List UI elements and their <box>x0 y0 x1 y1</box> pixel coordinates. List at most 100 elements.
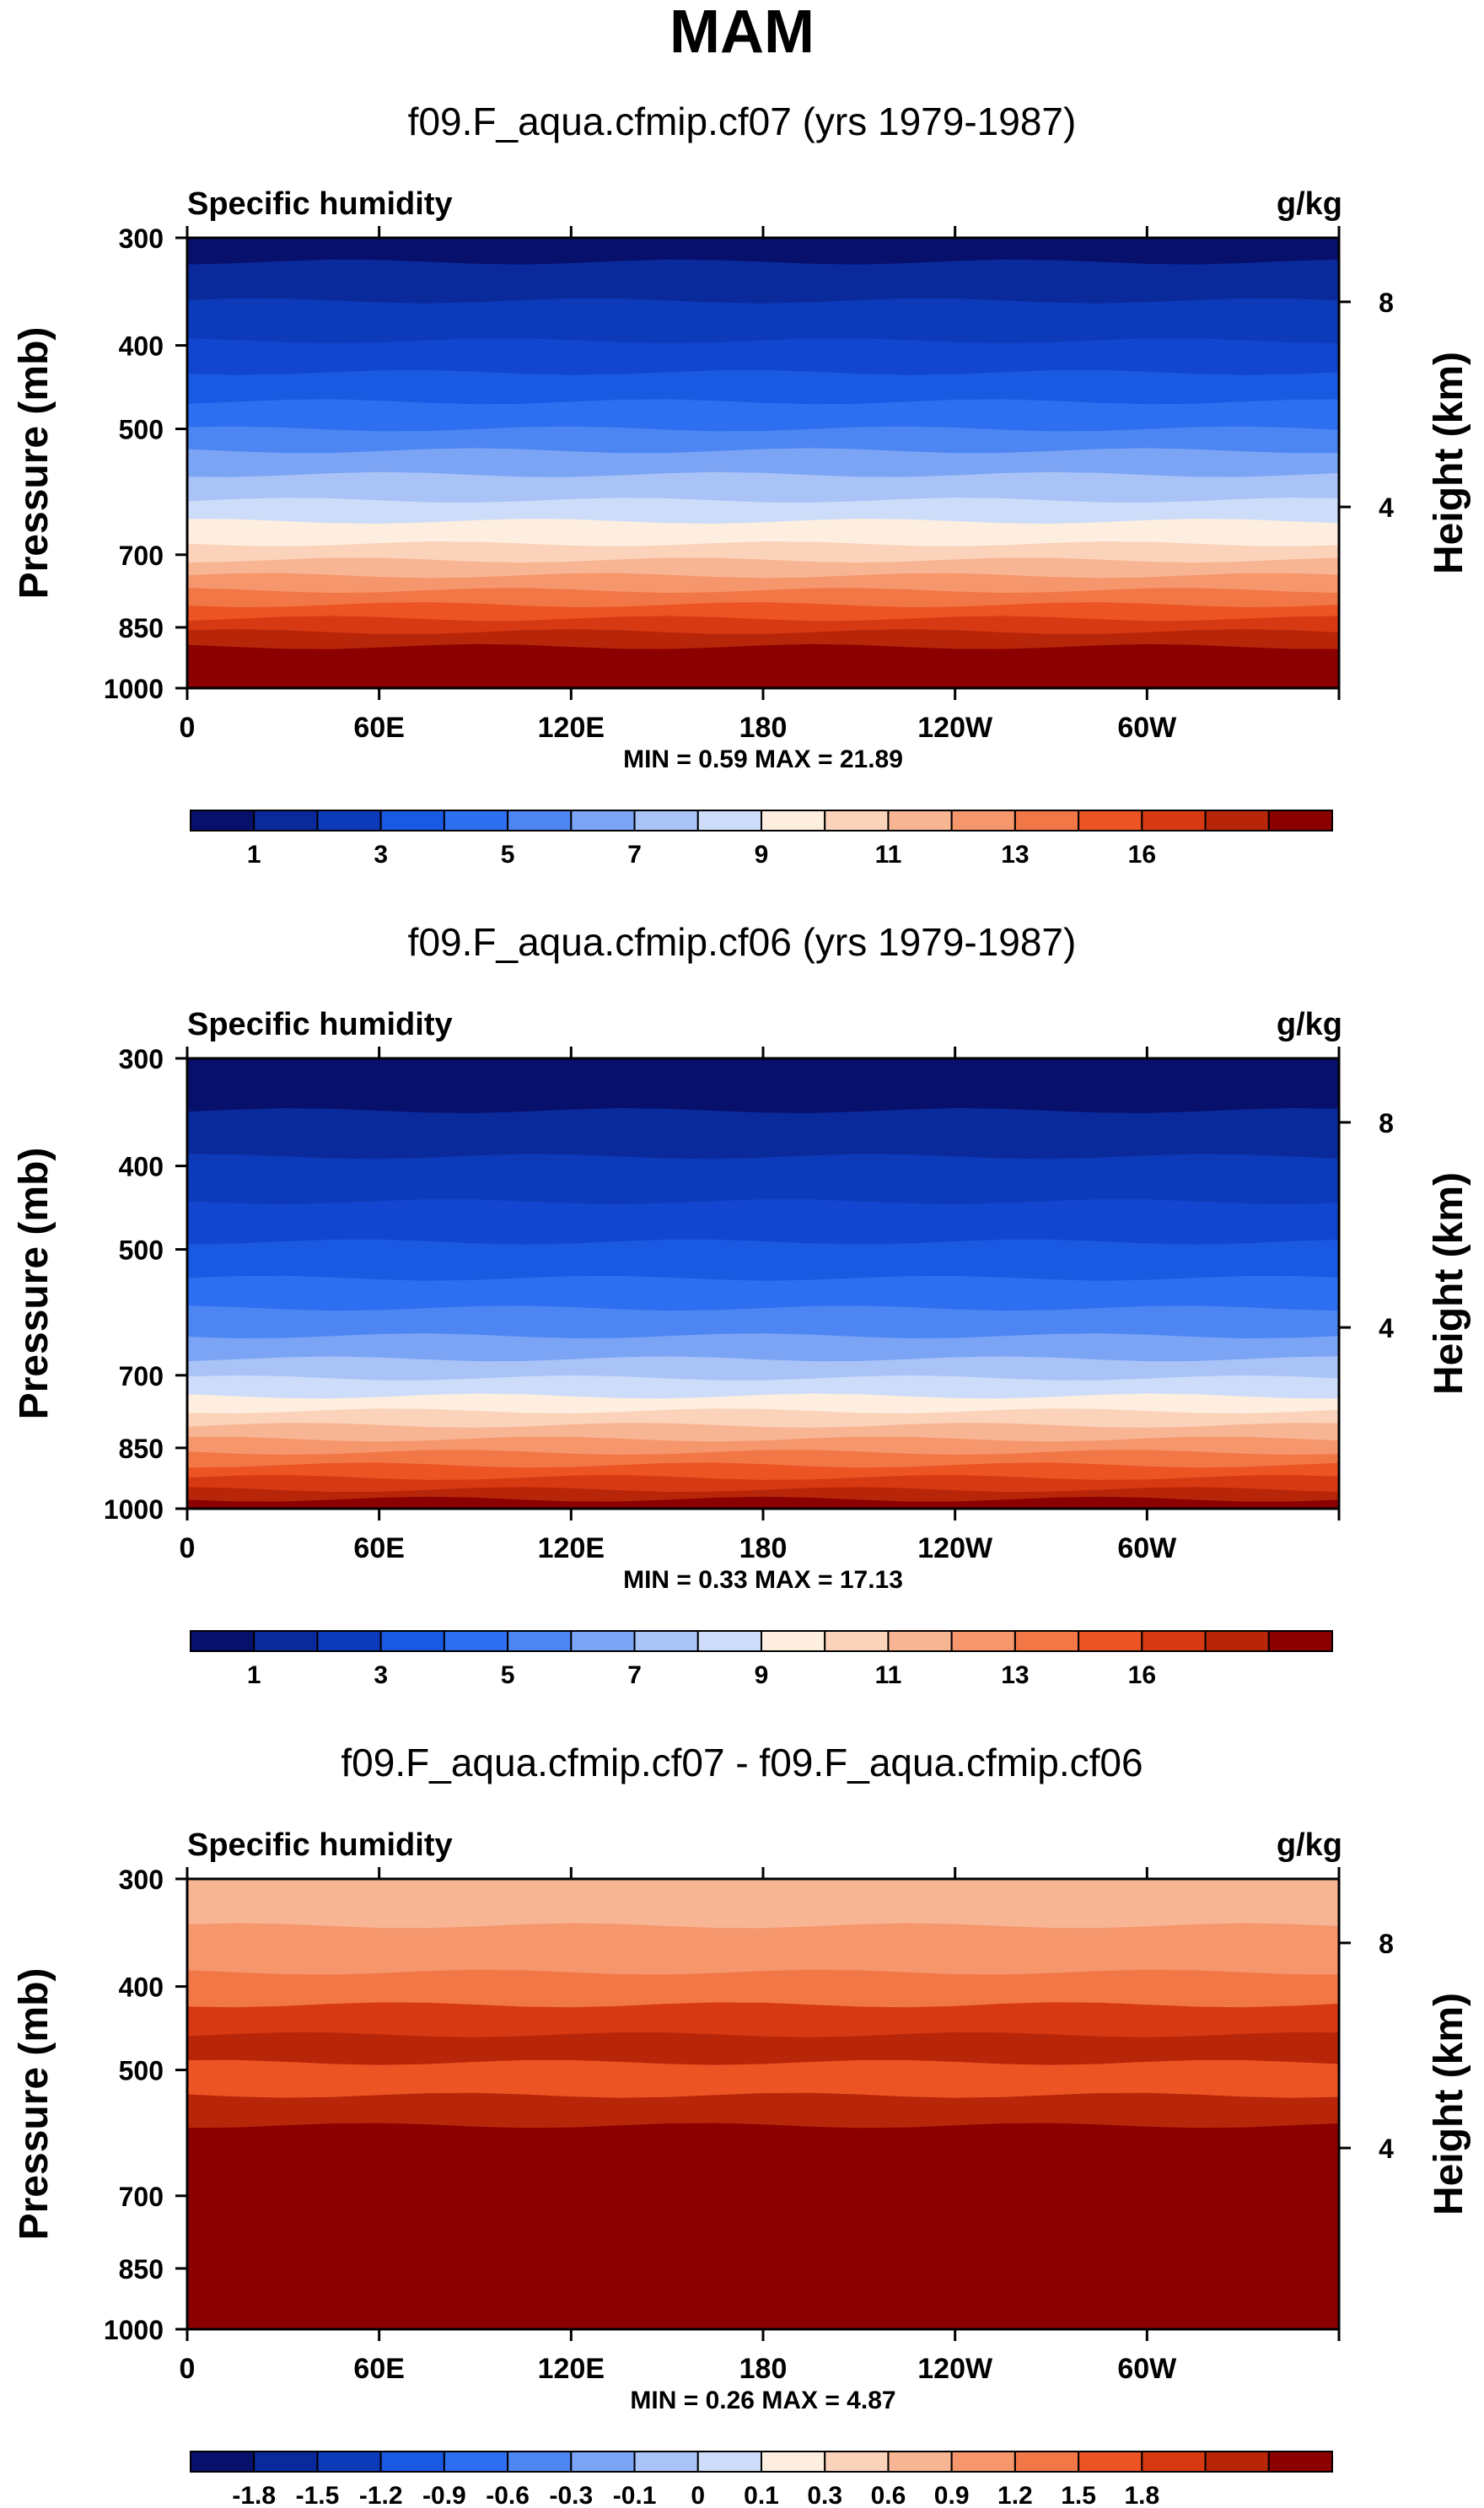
x-tick-label: 60W <box>1117 2353 1177 2385</box>
colorbar-label: 9 <box>755 841 769 869</box>
colorbar-label: -1.5 <box>296 2482 340 2508</box>
colorbar-swatch <box>443 810 509 832</box>
colorbar-swatch <box>190 810 255 832</box>
colorbar-label: 16 <box>1128 841 1156 869</box>
colorbar-label: 3 <box>374 841 388 869</box>
colorbar-swatch <box>507 810 573 832</box>
colorbar-swatch <box>253 810 319 832</box>
y-right-tick-label: 8 <box>1379 288 1394 318</box>
y-right-tick-label: 8 <box>1379 1929 1394 1959</box>
y-tick-label: 1000 <box>104 674 164 704</box>
contour-fill <box>187 238 1339 688</box>
colorbar-swatch <box>507 2451 573 2473</box>
colorbar-label: 13 <box>1001 841 1029 869</box>
x-tick-label: 180 <box>739 2353 788 2385</box>
colorbar-swatch <box>316 1630 382 1652</box>
y-axis-title: Pressure (mb) <box>12 1968 56 2241</box>
panel-title: f09.F_aqua.cfmip.cf07 - f09.F_aqua.cfmip… <box>341 1741 1143 1784</box>
colorbar-swatch <box>1141 810 1207 832</box>
colorbar-swatch <box>761 1630 826 1652</box>
colorbar-label: 11 <box>875 841 902 869</box>
colorbar-label: 5 <box>501 841 515 869</box>
colorbar-swatch <box>696 2451 762 2473</box>
colorbar-swatch <box>443 2451 509 2473</box>
variable-label: Specific humidity <box>187 186 453 222</box>
colorbar-label: 1.5 <box>1061 2482 1096 2508</box>
x-tick-label: 120E <box>538 1532 605 1564</box>
x-tick-label: 0 <box>180 1532 196 1564</box>
x-tick-label: 120E <box>538 712 605 744</box>
x-tick-label: 120W <box>917 2353 993 2385</box>
x-tick-label: 60E <box>353 2353 405 2385</box>
colorbar-label: 7 <box>627 1661 642 1689</box>
colorbar-swatch <box>887 810 953 832</box>
y-tick-label: 850 <box>119 1434 164 1464</box>
colorbar-label: 0.3 <box>807 2482 842 2508</box>
colorbar-label: 1 <box>247 1661 261 1689</box>
y-tick-label: 300 <box>119 1044 164 1074</box>
colorbar-swatch <box>253 2451 319 2473</box>
colorbar-swatch <box>887 1630 953 1652</box>
colorbar-swatch <box>1204 810 1270 832</box>
colorbar-swatch <box>696 810 762 832</box>
x-tick-label: 120W <box>917 1532 993 1564</box>
colorbar-swatch <box>633 810 699 832</box>
units-label: g/kg <box>1277 186 1342 222</box>
y-tick-label: 400 <box>119 331 164 362</box>
variable-label: Specific humidity <box>187 1827 453 1863</box>
colorbar-swatch <box>950 2451 1016 2473</box>
panel-title: f09.F_aqua.cfmip.cf06 (yrs 1979-1987) <box>408 920 1077 964</box>
colorbar-swatch <box>761 810 826 832</box>
colorbar-label: -0.3 <box>549 2482 593 2508</box>
colorbar-swatch <box>570 2451 636 2473</box>
colorbar-label: 9 <box>755 1661 769 1689</box>
panel-title: f09.F_aqua.cfmip.cf07 (yrs 1979-1987) <box>408 100 1077 143</box>
y-tick-label: 300 <box>119 1865 164 1895</box>
y-right-tick-label: 4 <box>1379 1313 1394 1343</box>
colorbar-swatch <box>1267 2451 1334 2473</box>
colorbar-swatch <box>379 1630 445 1652</box>
colorbar-swatch <box>190 1630 255 1652</box>
colorbar-swatch <box>316 810 382 832</box>
x-tick-label: 120W <box>917 712 993 744</box>
colorbar-label: 0 <box>691 2482 705 2508</box>
y-tick-label: 1000 <box>104 2315 164 2345</box>
colorbar-swatch <box>1014 810 1080 832</box>
colorbar-swatch <box>950 810 1016 832</box>
colorbar-swatch <box>824 2451 890 2473</box>
colorbar-swatch <box>316 2451 382 2473</box>
y-right-axis-title: Height (km) <box>1427 352 1471 574</box>
colorbar-label: 5 <box>501 1661 515 1689</box>
x-tick-label: 180 <box>739 712 788 744</box>
y-axis-title: Pressure (mb) <box>12 1148 56 1420</box>
colorbar-label: 7 <box>627 841 642 869</box>
y-right-axis-title: Height (km) <box>1427 1993 1471 2215</box>
colorbar-label: -1.2 <box>359 2482 403 2508</box>
colorbar: -1.8 -1.5 -1.2 -0.9 -0.6 -0.3 -0.1 0 0.1 0.3 0.6 0.… <box>190 2451 1334 2508</box>
contour-band <box>187 1496 1339 1509</box>
colorbar-swatch <box>887 2451 953 2473</box>
colorbar-swatch <box>379 810 445 832</box>
y-right-axis-title: Height (km) <box>1427 1172 1471 1395</box>
colorbar-swatch <box>1204 1630 1270 1652</box>
x-tick-label: 180 <box>739 1532 788 1564</box>
colorbar: 1 3 5 7 9 11 13 16 <box>190 810 1334 869</box>
y-right-tick-label: 4 <box>1379 492 1394 523</box>
y-right-tick-label: 4 <box>1379 2134 1394 2164</box>
x-tick-label: 60W <box>1117 1532 1177 1564</box>
colorbar-swatch <box>1267 810 1334 832</box>
min-max-stats: MIN = 0.59 MAX = 21.89 <box>623 745 903 773</box>
y-tick-label: 400 <box>119 1152 164 1182</box>
colorbar-label: -1.8 <box>232 2482 276 2508</box>
y-tick-label: 300 <box>119 223 164 254</box>
colorbar-label: 16 <box>1128 1661 1156 1689</box>
colorbar-label: 0.1 <box>744 2482 779 2508</box>
figure-title: MAM <box>669 0 815 66</box>
colorbar-swatch <box>379 2451 445 2473</box>
colorbar-swatch <box>633 1630 699 1652</box>
x-tick-label: 0 <box>180 2353 196 2385</box>
colorbar-label: -0.6 <box>486 2482 530 2508</box>
colorbar-swatch <box>1078 2451 1143 2473</box>
colorbar-swatch <box>1078 1630 1143 1652</box>
